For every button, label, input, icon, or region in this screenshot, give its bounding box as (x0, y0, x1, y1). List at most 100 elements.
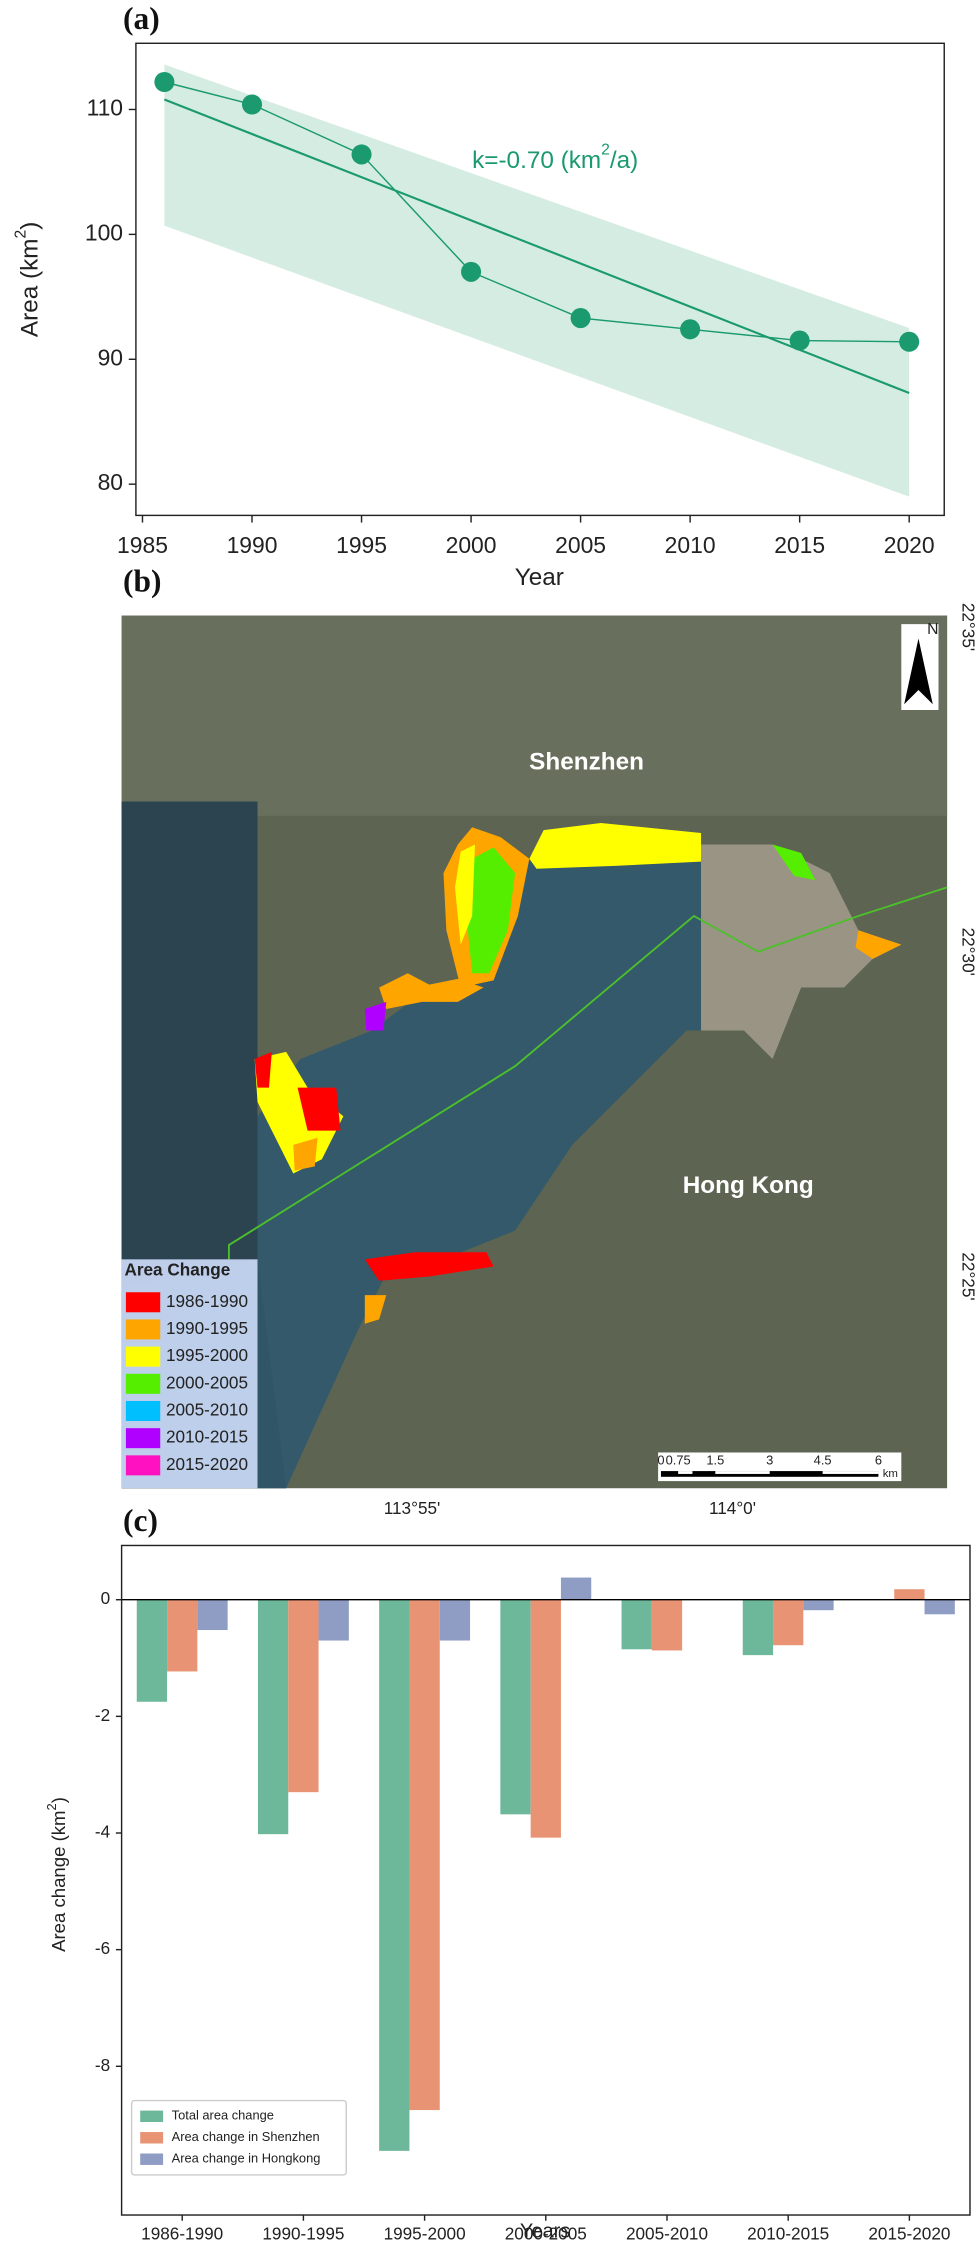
reclaim (364, 1252, 494, 1281)
y-axis-label-part: Area change (km (48, 1810, 69, 1951)
x-tick-label: 2015 (774, 532, 825, 558)
annotation-part: k=-0.70 (km (472, 147, 601, 174)
legend-swatch (140, 2153, 164, 2165)
scale-label: 0.75 (666, 1452, 691, 1467)
y-axis-label-part: ) (17, 222, 44, 230)
legend-label: 2010-2015 (166, 1427, 248, 1447)
data-point (154, 71, 175, 93)
bar (651, 1599, 683, 1651)
bar (197, 1599, 228, 1631)
x-tick-label: 2005-2010 (626, 2224, 708, 2244)
bar (257, 1599, 289, 1835)
reclaim (454, 844, 475, 945)
reclaim (254, 1051, 344, 1174)
data-point (789, 330, 810, 351)
urban (121, 615, 948, 816)
legend-label: 1986-1990 (166, 1291, 248, 1311)
legend-swatch (140, 2132, 164, 2144)
north-arrow (904, 638, 933, 705)
map: N Shenzhen Hong Kong Area Change (121, 615, 948, 1489)
data-point (680, 319, 701, 340)
scale-bar (678, 1471, 693, 1474)
x-tick-label: 1995 (336, 532, 387, 558)
reclaim (297, 1087, 341, 1131)
legend-title: Area Change (124, 1259, 230, 1279)
lat-label: 22°25' (959, 1252, 979, 1300)
data-line (164, 81, 910, 343)
x-axis-label: Year (515, 564, 564, 591)
bar (924, 1599, 955, 1615)
legend-swatch (125, 1373, 161, 1394)
x-tick-label: 2000 (446, 532, 497, 558)
scale-label: 1.5 (706, 1452, 724, 1467)
boundary (227, 886, 948, 1260)
x-tick-label: 2010 (665, 532, 716, 558)
y-tick-label: -4 (95, 1822, 111, 1842)
x-tick-label: 2010-2015 (747, 2224, 829, 2244)
legend-swatch (125, 1319, 161, 1340)
data-point (351, 144, 372, 165)
bar (803, 1599, 834, 1611)
x-tick-label: 1995-2000 (384, 2224, 466, 2244)
y-tick-label: 90 (98, 344, 123, 370)
bar (621, 1599, 652, 1650)
y-tick-label: 80 (98, 469, 123, 495)
y-axis-label: Area (km2) (13, 222, 44, 337)
x-tick-label: 2015-2020 (868, 2224, 950, 2244)
reclaim (293, 1137, 318, 1171)
legend-swatch (125, 1346, 161, 1367)
legend-label: Area change in Shenzhen (172, 2129, 320, 2144)
x-tick-label: 1985 (117, 532, 168, 558)
reclaim (466, 847, 516, 974)
y-axis-label-part: ) (48, 1797, 69, 1803)
y-tick-label: -2 (95, 1705, 110, 1725)
legend-box (130, 2099, 347, 2176)
bar (439, 1599, 471, 1641)
legend-label: 2005-2010 (166, 1400, 248, 1420)
data-point (461, 261, 482, 282)
data-point (899, 331, 920, 352)
x-tick-label: 2020 (884, 532, 935, 558)
reclaim (772, 844, 816, 881)
trend-line (163, 98, 910, 394)
y-tick-label: 0 (101, 1588, 111, 1608)
bar (379, 1599, 410, 2151)
x-tick-label: 1990-1995 (262, 2224, 344, 2244)
y-axis-label-part: Area (km (17, 238, 44, 337)
panel-label: (a) (123, 1, 160, 36)
panel-label: (c) (123, 1503, 158, 1538)
legend-swatch (140, 2110, 164, 2123)
legend-label: Total area change (172, 2108, 274, 2123)
y-tick-label: -8 (95, 2055, 110, 2075)
data-point (241, 94, 263, 115)
x-tick-label: 2000-2005 (505, 2224, 587, 2244)
scale-label: 4.5 (814, 1452, 832, 1467)
legend-label: Area change in Hongkong (172, 2151, 321, 2166)
legend-swatch (125, 1400, 161, 1422)
reclaim (364, 1001, 387, 1031)
place-label: Hong Kong (683, 1172, 814, 1199)
place-label: Shenzhen (529, 748, 644, 775)
x-tick-label: 2005 (555, 532, 606, 558)
reclaim (379, 973, 484, 1009)
scale-bar (822, 1471, 879, 1474)
legend-swatch (125, 1455, 161, 1476)
scale-label: 6 (875, 1452, 882, 1467)
y-axis-label: Area change (km2) (44, 1797, 69, 1952)
map-annotations: 1986-1990 1990-1995 1995-2000 2000-2005 2005… (125, 603, 979, 1518)
data-point (570, 308, 591, 329)
mudflat (701, 844, 902, 1060)
bar (318, 1599, 349, 1641)
north-label: N (927, 621, 938, 638)
annotation-part: /a) (610, 147, 638, 174)
legend-swatch (125, 1428, 161, 1449)
y-axis-label-sup: 2 (44, 1803, 59, 1810)
legend-label: 1995-2000 (166, 1345, 248, 1365)
bar (136, 1599, 168, 1702)
y-tick-label: 100 (85, 219, 123, 245)
bar (167, 1599, 198, 1672)
scale-unit: km (883, 1468, 898, 1480)
x-tick-label: 1986-1990 (141, 2224, 223, 2244)
bar (288, 1599, 319, 1793)
